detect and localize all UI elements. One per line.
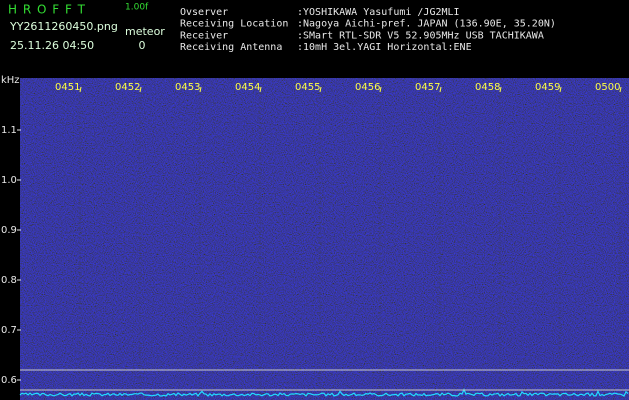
time-tick (259, 86, 262, 93)
info-value: :YOSHIKAWA Yasufumi /JG2MLI (297, 7, 460, 18)
time-label: 0500 (595, 82, 620, 93)
info-label: Receiver (180, 30, 228, 41)
time-tick (619, 86, 622, 93)
y-tick-label: 1.1 (1, 125, 17, 136)
time-tick (319, 86, 322, 93)
time-label: 0454 (235, 82, 260, 93)
meteor-label: meteor (125, 25, 165, 38)
minute-lines (79, 92, 621, 400)
spectrogram-noise (20, 78, 629, 400)
info-label: Receiving Antenna (180, 42, 282, 53)
y-axis-label: kHz (1, 75, 20, 86)
y-tick-label: 0.6 (1, 375, 17, 386)
time-tick (379, 86, 382, 93)
meteor-count: 0 (139, 39, 146, 52)
time-label: 0453 (175, 82, 200, 93)
info-label: Receiving Location (180, 19, 288, 30)
y-tick-label: 0.9 (1, 225, 17, 236)
info-label: Ovserver (180, 7, 228, 18)
time-tick (439, 86, 442, 93)
signal-trace (19, 387, 629, 397)
time-label: 0457 (415, 82, 440, 93)
info-value: :SMart RTL-SDR V5 52.905MHz USB TACHIKAW… (297, 30, 544, 41)
y-tick-label: 0.7 (1, 325, 17, 336)
version: 1.00f (125, 3, 149, 13)
info-value: :10mH 3el.YAGI Horizontal:ENE (297, 42, 472, 53)
time-label: 0459 (535, 82, 560, 93)
timestamp: 25.11.26 04:50 (10, 39, 94, 52)
y-tick-label: 0.8 (1, 275, 17, 286)
time-label: 0456 (355, 82, 380, 93)
time-label: 0452 (115, 82, 140, 93)
time-label: 0451 (55, 82, 80, 93)
time-tick (199, 86, 202, 93)
time-tick (499, 86, 502, 93)
file-name: YY2611260450.png (9, 20, 118, 33)
time-tick (79, 86, 82, 93)
y-tick-label: 1.0 (1, 175, 17, 186)
time-tick (139, 86, 142, 93)
info-value: :Nagoya Aichi-pref. JAPAN (136.90E, 35.2… (297, 19, 556, 30)
time-label: 0455 (295, 82, 320, 93)
info-block: Ovserver :YOSHIKAWA Yasufumi /JG2MLI Recei… (180, 7, 556, 53)
time-tick (559, 86, 562, 93)
time-label: 0458 (475, 82, 500, 93)
app-name: H R O F F T (8, 3, 86, 17)
